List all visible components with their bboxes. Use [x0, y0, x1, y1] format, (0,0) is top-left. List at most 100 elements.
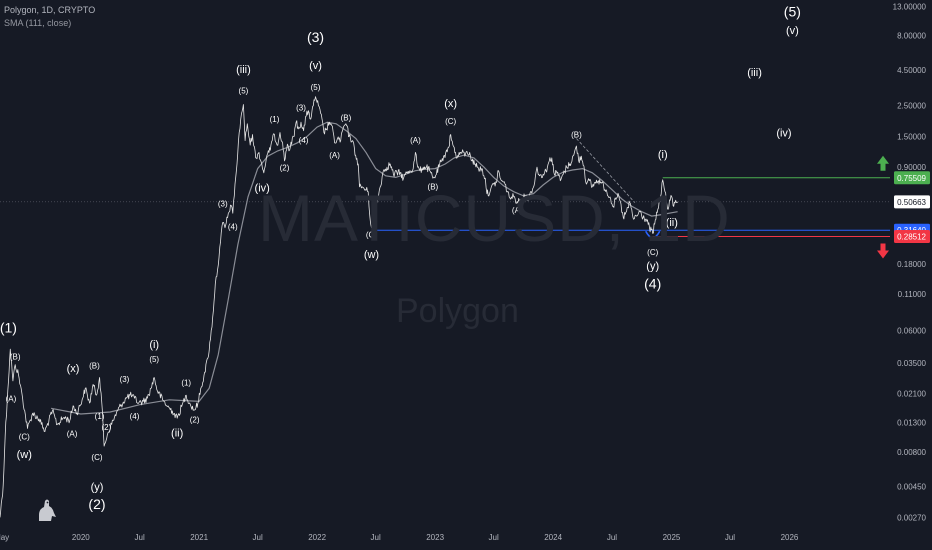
price-tag-label: 0.28512 — [897, 233, 926, 242]
wave-label: (3) — [218, 199, 228, 208]
price-tag-bg-3 — [894, 230, 930, 244]
wave-label: (B) — [428, 183, 439, 192]
wave-label: (iii) — [236, 64, 251, 76]
y-tick-label: 8.00000 — [897, 32, 926, 41]
wave-label: (5) — [784, 3, 801, 19]
wave-label: (C) — [445, 117, 456, 126]
x-tick-label: Jul — [607, 533, 617, 542]
wave-label: (B) — [341, 114, 352, 123]
price-line — [0, 96, 678, 518]
x-tick-label: 2024 — [544, 533, 562, 542]
y-tick-label: 0.01300 — [897, 419, 926, 428]
wave-label: (C) — [19, 433, 30, 442]
watermark-name: Polygon — [396, 292, 519, 330]
x-tick-label: 2026 — [781, 533, 799, 542]
wave-label: (A) — [512, 206, 523, 215]
wave-label: (5) — [239, 87, 249, 96]
wave-label: (v) — [309, 60, 322, 72]
wave-4-low-marker — [645, 230, 661, 239]
x-tick-label: 2020 — [72, 533, 90, 542]
wave-label: (A) — [67, 430, 78, 439]
wave-label: (1) — [181, 379, 191, 388]
wave-label: (3) — [296, 104, 306, 113]
y-tick-label: 0.90000 — [897, 163, 926, 172]
wave-label: (B) — [10, 353, 21, 362]
wave-label: (3) — [120, 375, 130, 384]
wave-label: (C) — [647, 248, 658, 257]
price-tag-label: 0.50663 — [897, 198, 926, 207]
wave-label: (iv) — [776, 127, 791, 139]
indicator-legend[interactable]: SMA (111, close) — [4, 18, 72, 28]
y-axis[interactable]: 13.00000 8.00000 4.50000 2.50000 1.50000 0.90… — [893, 2, 930, 522]
wave-label: (4) — [299, 136, 309, 145]
price-tag-bg-1 — [894, 195, 930, 209]
price-tag-label: 0.75509 — [897, 174, 926, 183]
x-tick-label: Jul — [489, 533, 499, 542]
trend-line-group — [576, 138, 661, 239]
wave-label: (B) — [89, 361, 100, 370]
wave-label: (A) — [410, 136, 421, 145]
y-tick-label: 0.00800 — [897, 448, 926, 457]
wave-label: (2) — [280, 164, 290, 173]
y-tick-label: 0.03500 — [897, 359, 926, 368]
wave-label: (x) — [67, 363, 80, 375]
x-axis[interactable]: May 2020 Jul 2021 Jul 2022 Jul 2023 Jul 2024 Jul 20… — [0, 533, 799, 542]
x-tick-label: 2025 — [663, 533, 681, 542]
wave-label: (y) — [646, 260, 659, 272]
wave-label: (4) — [130, 412, 140, 421]
wave-label: (B) — [571, 131, 582, 140]
wave-label: (2) — [101, 423, 111, 432]
x-tick-label: Jul — [371, 533, 381, 542]
wave-label: (2) — [88, 496, 105, 512]
target-arrows — [877, 155, 889, 259]
wave-label: (C) — [91, 453, 102, 462]
wave-label: (5) — [311, 83, 321, 92]
wave-label: (ii) — [666, 217, 678, 229]
y-tick-label: 0.18000 — [897, 260, 926, 269]
wave-label: (ii) — [171, 428, 183, 440]
wave-label: (i) — [658, 149, 668, 161]
wave-label: (w) — [364, 249, 379, 261]
price-tag-bg-0 — [894, 171, 930, 185]
wave-label: (4) — [644, 276, 661, 292]
chart-title[interactable]: Polygon, 1D, CRYPTO — [4, 5, 96, 15]
wave-label: (5) — [149, 355, 159, 364]
x-tick-label: Jul — [725, 533, 735, 542]
watermark-symbol: MATICUSD, 1D — [258, 181, 731, 255]
price-line-group — [0, 96, 678, 518]
wave-label: (A) — [329, 151, 340, 160]
y-tick-label: 2.50000 — [897, 102, 926, 111]
wave-label: (1) — [0, 319, 17, 335]
wave-label: (w) — [17, 449, 32, 461]
wave-label: (1) — [270, 115, 280, 124]
y-tick-label: 0.06000 — [897, 326, 926, 335]
wave-label: (iv) — [255, 183, 270, 195]
tradingview-logo-icon[interactable] — [36, 497, 58, 523]
wave-label: (3) — [307, 29, 324, 45]
wave-label: (4) — [228, 223, 238, 232]
horizontal-levels — [0, 177, 890, 238]
wave-label: (A) — [6, 394, 17, 403]
x-tick-label: 2023 — [426, 533, 444, 542]
y-tick-label: 4.50000 — [897, 66, 926, 75]
y-tick-label: 0.02100 — [897, 390, 926, 399]
y-tick-label: 0.00270 — [897, 513, 926, 522]
x-tick-label: Jul — [253, 533, 263, 542]
wave-label: (y) — [91, 482, 104, 494]
wave-label: (1) — [95, 412, 105, 421]
x-tick-label: 2022 — [308, 533, 326, 542]
wave-label: (2) — [190, 416, 200, 425]
y-tick-label: 1.50000 — [897, 132, 926, 141]
wave-label: (iii) — [747, 67, 762, 79]
trend-line — [576, 138, 636, 203]
wave-label: (x) — [444, 98, 457, 110]
x-tick-label: 2021 — [190, 533, 208, 542]
down-arrow-icon — [877, 243, 889, 259]
wave-label: (i) — [149, 339, 159, 351]
up-arrow-icon — [877, 155, 889, 171]
y-tick-label: 13.00000 — [893, 2, 927, 11]
x-tick-label: Jul — [135, 533, 145, 542]
wave-label: (C) — [366, 231, 377, 240]
y-tick-label: 0.11000 — [898, 290, 927, 299]
